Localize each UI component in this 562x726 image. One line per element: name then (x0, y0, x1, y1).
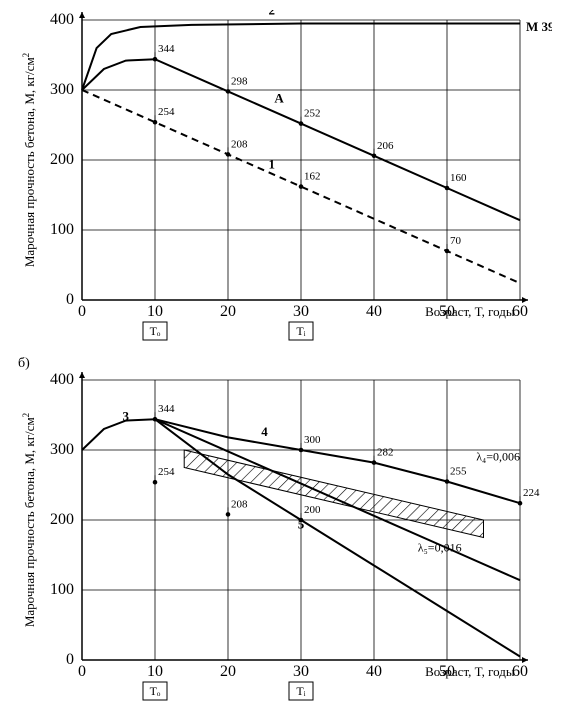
data-point (153, 480, 158, 485)
y-tick-label: 400 (50, 11, 74, 28)
point-label: 282 (377, 447, 394, 459)
data-point (445, 249, 450, 254)
x-axis-label: Возраст, T, годы (425, 304, 515, 319)
point-label: 298 (231, 75, 248, 87)
y-axis-label: Марочная прочность бетона, M, кг/см2 (21, 53, 37, 267)
data-point (372, 154, 377, 159)
data-point (299, 518, 304, 523)
panel-label: б) (18, 356, 30, 371)
point-label: 160 (450, 172, 467, 184)
chart-svg: 01020304050600100200300400TₒTᵢВозраст, T… (10, 10, 552, 716)
point-label: 224 (523, 487, 540, 499)
x-tick-label: 30 (293, 303, 309, 320)
point-label: 252 (304, 108, 321, 120)
data-point (153, 57, 158, 62)
point-label: 208 (231, 138, 248, 150)
y-tick-label: 200 (50, 151, 74, 168)
data-point (299, 448, 304, 453)
y-axis-label: Марочная прочность бетона, M, кг/см2 (21, 413, 37, 627)
data-point (299, 184, 304, 189)
point-label: 206 (377, 140, 394, 152)
data-point (445, 479, 450, 484)
y-tick-label: 0 (66, 651, 74, 668)
x-marker-label: Tᵢ (296, 324, 305, 338)
data-point (153, 120, 158, 125)
data-point (372, 460, 377, 465)
hatch-band (184, 450, 483, 538)
point-label: 200 (304, 504, 321, 516)
x-marker-label: Tₒ (150, 324, 161, 338)
data-point (226, 89, 231, 94)
right-label: M 390 (526, 19, 552, 34)
x-tick-label: 20 (220, 303, 236, 320)
y-tick-label: 200 (50, 511, 74, 528)
data-point (226, 152, 231, 157)
point-label: 162 (304, 171, 321, 183)
x-tick-label: 20 (220, 663, 236, 680)
series-label-curve4: 4 (261, 424, 268, 439)
point-label: 70 (450, 235, 462, 247)
y-tick-label: 0 (66, 291, 74, 308)
annotation: λ₅=0,016 (418, 541, 462, 555)
point-label: 255 (450, 466, 467, 478)
data-point (445, 186, 450, 191)
y-tick-label: 100 (50, 221, 74, 238)
series-label-curve3: 3 (123, 409, 130, 424)
x-tick-label: 10 (147, 663, 163, 680)
series-label-curveA: A (274, 91, 284, 106)
x-tick-label: 40 (366, 663, 382, 680)
point-label: 208 (231, 498, 248, 510)
x-tick-label: 40 (366, 303, 382, 320)
y-tick-label: 400 (50, 371, 74, 388)
point-label: 300 (304, 434, 321, 446)
series-curve5 (155, 419, 520, 656)
series-label-curve1: 1 (269, 156, 276, 171)
point-label: 254 (158, 106, 175, 118)
point-label: 344 (158, 403, 175, 415)
x-tick-label: 30 (293, 663, 309, 680)
series-label-curve2: 2 (269, 10, 276, 17)
x-tick-label: 0 (78, 663, 86, 680)
point-label: 254 (158, 466, 175, 478)
x-axis-label: Возраст, T, годы (425, 664, 515, 679)
x-tick-label: 0 (78, 303, 86, 320)
point-label: 344 (158, 43, 175, 55)
chart-container: 01020304050600100200300400TₒTᵢВозраст, T… (10, 10, 552, 716)
x-tick-label: 10 (147, 303, 163, 320)
annotation: λ₄=0,006 (476, 450, 520, 464)
y-tick-label: 300 (50, 81, 74, 98)
data-point (226, 512, 231, 517)
y-tick-label: 100 (50, 581, 74, 598)
x-marker-label: Tₒ (150, 684, 161, 698)
data-point (518, 501, 523, 506)
y-tick-label: 300 (50, 441, 74, 458)
data-point (299, 121, 304, 126)
x-marker-label: Tᵢ (296, 684, 305, 698)
